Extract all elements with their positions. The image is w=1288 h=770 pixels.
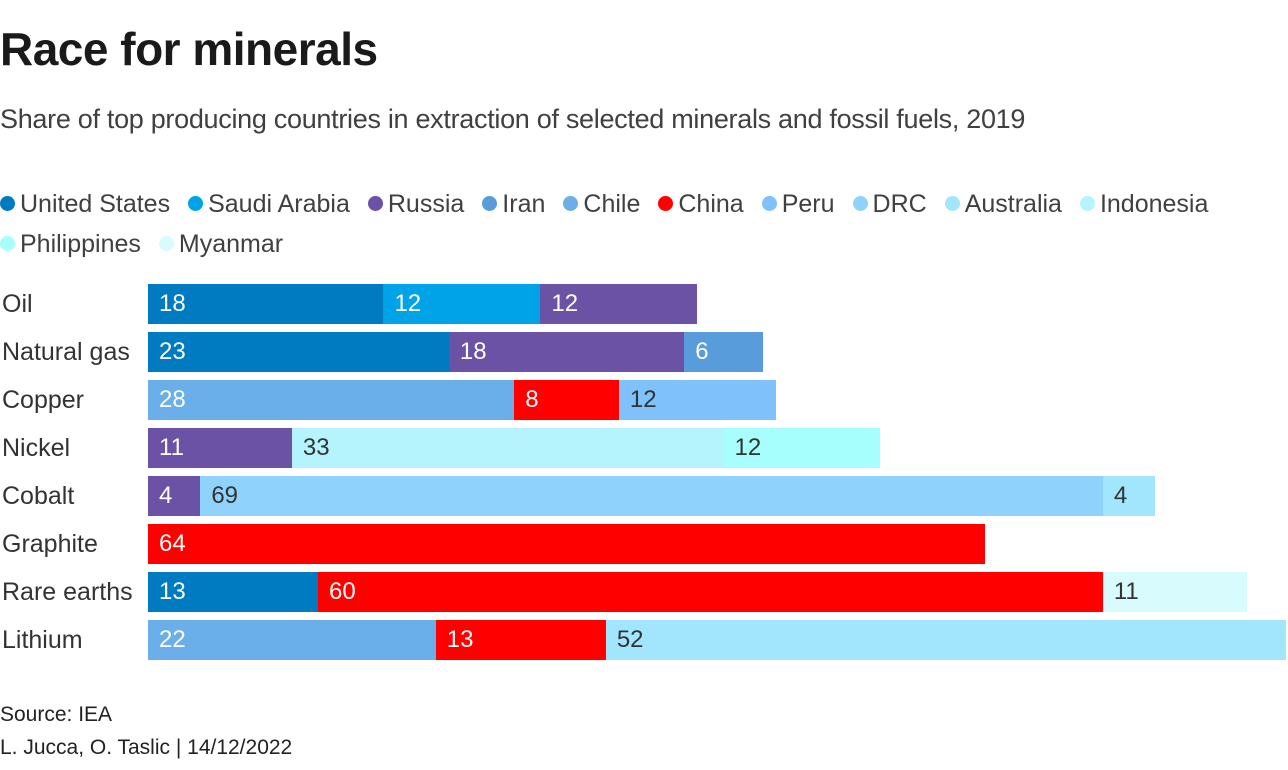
bar-segment	[148, 428, 292, 468]
data-label: 12	[394, 290, 422, 317]
stacked-bar-chart: Oil 18 12 12 Natural gas 23 18 6 Copper 28 8 12 Nick…	[0, 284, 1288, 664]
data-label: 11	[159, 434, 184, 461]
legend-swatch-icon	[658, 195, 674, 211]
legend-label: Peru	[781, 190, 835, 218]
legend-swatch-icon	[158, 235, 174, 251]
legend-label: Russia	[387, 190, 465, 218]
category-label: Graphite	[2, 530, 98, 558]
legend-item: China	[658, 184, 744, 224]
data-label: 69	[211, 482, 239, 509]
bar-segment	[148, 332, 449, 372]
category-label: Natural gas	[2, 338, 130, 366]
legend-label: Chile	[583, 190, 641, 218]
legend-swatch-icon	[761, 195, 777, 211]
legend-swatch-icon	[563, 195, 579, 211]
bar-segment	[618, 380, 776, 420]
legend-label: Myanmar	[178, 230, 284, 258]
data-label: 60	[329, 578, 356, 605]
data-label: 13	[446, 626, 474, 653]
data-label: 4	[159, 482, 173, 509]
data-label: 18	[459, 338, 487, 365]
legend-label: Indonesia	[1099, 190, 1209, 218]
legend-item: Indonesia	[1079, 184, 1209, 224]
legend-item: Russia	[367, 184, 465, 224]
bar-segment	[148, 380, 515, 420]
category-label: Nickel	[2, 434, 71, 462]
bar-segment	[148, 524, 986, 564]
legend-item: Peru	[761, 184, 835, 224]
legend-label: United States	[20, 190, 171, 218]
legend-label: Saudi Arabia	[208, 190, 350, 218]
bar-segment	[1102, 572, 1247, 612]
data-label: 4	[1113, 482, 1128, 509]
legend-item: United States	[0, 184, 170, 224]
data-label: 22	[159, 626, 186, 653]
legend-swatch-icon	[852, 195, 868, 211]
legend-swatch-icon	[1079, 195, 1095, 211]
legend-item: Myanmar	[158, 224, 284, 264]
bar-segment	[318, 572, 1103, 612]
data-label: 64	[159, 530, 186, 557]
bar-segment	[148, 572, 319, 612]
bar-segment	[200, 476, 1103, 516]
legend-swatch-icon	[367, 195, 383, 211]
bar-segment	[148, 476, 201, 516]
bar-segment	[540, 284, 698, 324]
legend-label: Iran	[502, 190, 546, 218]
source-note: Source: IEA	[0, 703, 113, 726]
data-label: 33	[302, 434, 330, 461]
data-label: 12	[734, 434, 762, 461]
bar-segment	[291, 428, 724, 468]
legend-item: Iran	[482, 184, 545, 224]
legend-item: Philippines	[0, 224, 141, 264]
legend-swatch-icon	[188, 195, 204, 211]
category-label: Lithium	[2, 626, 83, 654]
legend-swatch-icon	[482, 195, 498, 211]
data-label: 23	[159, 338, 186, 365]
category-label: Cobalt	[2, 482, 75, 510]
legend-label: China	[678, 190, 744, 218]
bar-segment	[148, 284, 384, 324]
data-label: 12	[629, 386, 657, 413]
legend-label: DRC	[872, 190, 927, 218]
legend-label: Philippines	[20, 230, 141, 258]
legend-swatch-icon	[0, 195, 15, 211]
legend-item: Chile	[563, 184, 640, 224]
data-label: 11	[1113, 578, 1139, 605]
legend-item: Australia	[944, 184, 1062, 224]
category-label: Rare earths	[2, 578, 133, 606]
data-label: 8	[525, 386, 539, 413]
data-label: 28	[159, 386, 186, 413]
legend: United States Saudi Arabia Russia Iran Chile…	[0, 184, 1288, 264]
legend-swatch-icon	[0, 235, 15, 251]
category-label: Oil	[2, 290, 33, 318]
data-label: 6	[695, 338, 709, 365]
legend-swatch-icon	[944, 195, 960, 211]
category-label: Copper	[2, 386, 84, 414]
bar-segment	[435, 620, 606, 660]
data-label: 12	[551, 290, 579, 317]
bar-segment	[605, 620, 1286, 660]
byline: L. Jucca, O. Taslic | 14/12/2022	[0, 736, 293, 759]
bar-segment	[1102, 476, 1156, 516]
legend-item: Saudi Arabia	[188, 184, 350, 224]
legend-label: Australia	[964, 190, 1062, 218]
bar-segment	[723, 428, 881, 468]
data-label: 18	[159, 290, 186, 317]
bar-segment	[514, 380, 619, 420]
legend-item: DRC	[852, 184, 927, 224]
chart-title: Race for minerals	[0, 23, 378, 75]
bar-segment	[684, 332, 763, 372]
bar-segment	[448, 332, 685, 372]
data-label: 52	[616, 626, 644, 653]
bar-segment	[148, 620, 436, 660]
data-label: 13	[159, 578, 186, 605]
chart-subtitle: Share of top producing countries in extr…	[0, 104, 1026, 134]
bar-segment	[383, 284, 541, 324]
